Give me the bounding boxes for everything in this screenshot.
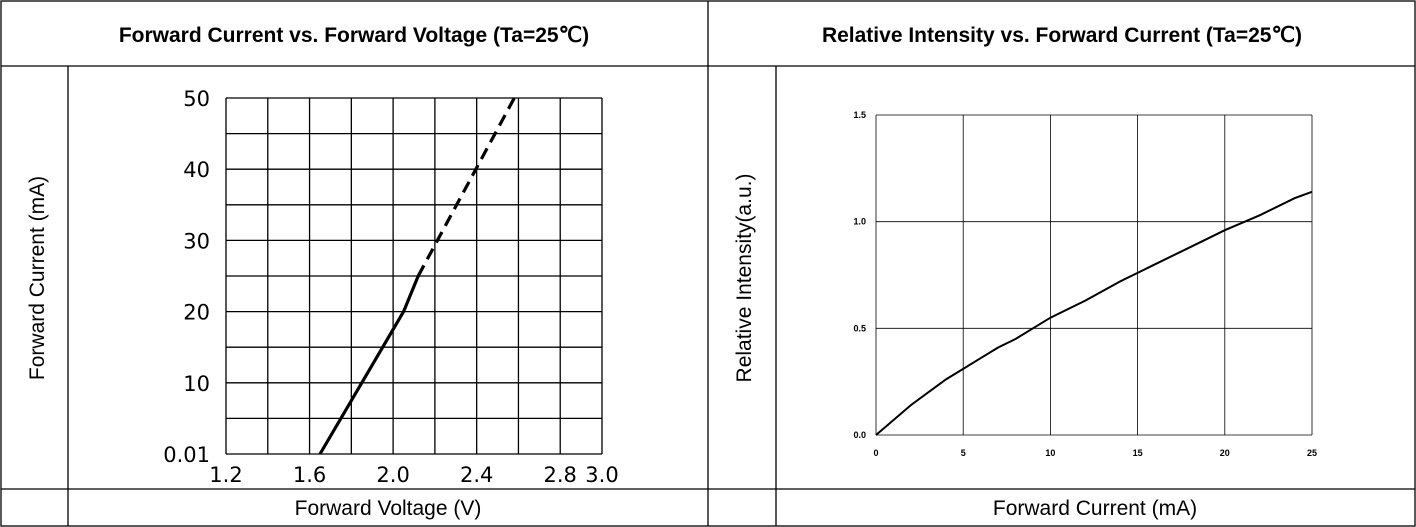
x-tick-label: 3.0 xyxy=(585,463,618,487)
right-chart: 0.0 0.5 1.0 1.5 0 5 10 15 20 25 Relative Intensi… xyxy=(733,110,1317,520)
right-x-axis-label: Forward Current (mA) xyxy=(993,497,1197,520)
series-line-dashed xyxy=(416,97,516,277)
right-y-axis-label: Relative Intensity(a.u.) xyxy=(733,174,756,383)
y-tick-label: 0.5 xyxy=(853,323,866,333)
left-y-ticks: 0.01 10 20 30 40 50 xyxy=(163,87,210,467)
x-tick-label: 0 xyxy=(873,448,878,458)
y-tick-label: 20 xyxy=(183,301,210,325)
right-x-ticks: 0 5 10 15 20 25 xyxy=(873,448,1317,458)
x-tick-label: 15 xyxy=(1133,448,1143,458)
right-y-ticks: 0.0 0.5 1.0 1.5 xyxy=(853,110,866,440)
left-chart-title: Forward Current vs. Forward Voltage (Ta=… xyxy=(119,24,589,47)
y-tick-label: 1.0 xyxy=(853,217,866,227)
x-tick-label: 5 xyxy=(961,448,966,458)
series-line-solid xyxy=(318,275,420,455)
x-tick-label: 2.0 xyxy=(376,463,409,487)
y-tick-label: 30 xyxy=(183,229,210,253)
x-tick-label: 1.2 xyxy=(209,463,242,487)
left-x-ticks: 1.2 1.6 2.0 2.4 2.8 3.0 xyxy=(209,463,618,487)
left-x-axis-label: Forward Voltage (V) xyxy=(295,497,482,520)
y-tick-label: 10 xyxy=(183,372,210,396)
x-tick-label: 1.6 xyxy=(293,463,326,487)
x-tick-label: 10 xyxy=(1045,448,1055,458)
left-grid xyxy=(225,97,603,455)
x-tick-label: 2.4 xyxy=(460,463,493,487)
y-tick-label: 50 xyxy=(183,87,210,111)
series-line xyxy=(875,190,1313,436)
left-y-axis-label: Forward Current (mA) xyxy=(26,176,49,380)
right-grid xyxy=(875,114,1313,436)
y-tick-label: 0.01 xyxy=(163,443,210,467)
x-tick-label: 20 xyxy=(1220,448,1230,458)
x-tick-label: 2.8 xyxy=(544,463,577,487)
y-tick-label: 40 xyxy=(183,158,210,182)
right-series xyxy=(875,190,1313,436)
left-series xyxy=(318,97,516,455)
x-tick-label: 25 xyxy=(1307,448,1317,458)
left-chart: 0.01 10 20 30 40 50 1.2 1.6 2.0 2.4 2.8 3.0 Forwar… xyxy=(26,87,619,520)
right-chart-title: Relative Intensity vs. Forward Current (… xyxy=(822,24,1302,47)
y-tick-label: 0.0 xyxy=(853,430,866,440)
y-tick-label: 1.5 xyxy=(853,110,866,120)
